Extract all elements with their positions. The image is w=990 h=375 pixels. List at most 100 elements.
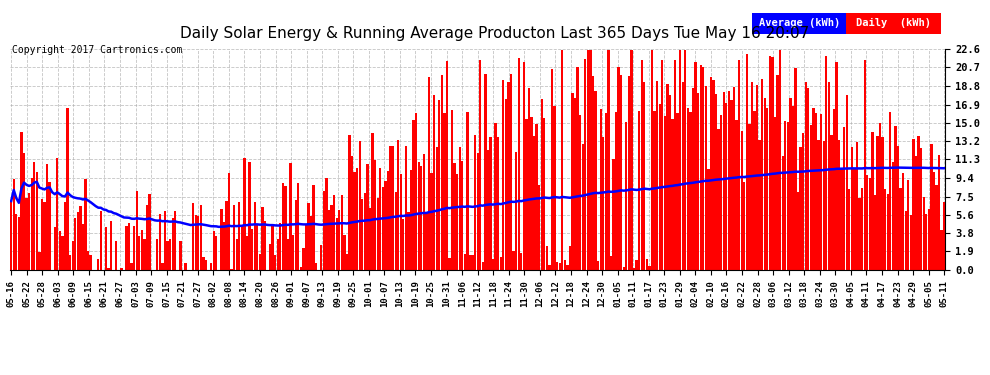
Bar: [336, 218, 338, 270]
Bar: [441, 75, 443, 270]
Bar: [446, 62, 448, 270]
Bar: [369, 208, 371, 270]
Bar: [261, 207, 263, 270]
Bar: [894, 126, 897, 270]
Bar: [494, 123, 497, 270]
Bar: [653, 111, 655, 270]
Bar: [71, 241, 74, 270]
Bar: [902, 173, 904, 270]
Bar: [279, 223, 281, 270]
Bar: [487, 150, 489, 270]
Bar: [879, 123, 881, 270]
Bar: [89, 255, 92, 270]
Bar: [28, 193, 31, 270]
Bar: [610, 256, 612, 270]
Bar: [253, 202, 255, 270]
Bar: [723, 92, 725, 270]
Bar: [474, 135, 476, 270]
Bar: [694, 62, 697, 270]
Bar: [387, 171, 389, 270]
Bar: [239, 202, 241, 270]
Bar: [384, 181, 386, 270]
Bar: [356, 168, 358, 270]
Bar: [436, 147, 438, 270]
Bar: [931, 144, 933, 270]
Bar: [513, 251, 515, 270]
Bar: [295, 200, 297, 270]
Bar: [233, 206, 236, 270]
Bar: [407, 212, 410, 270]
Bar: [874, 195, 876, 270]
Bar: [713, 80, 715, 270]
Bar: [805, 82, 807, 270]
Bar: [366, 164, 368, 270]
Bar: [241, 226, 243, 270]
Bar: [940, 230, 942, 270]
Bar: [10, 201, 12, 270]
Bar: [476, 153, 479, 270]
Bar: [589, 50, 592, 270]
Bar: [579, 115, 581, 270]
Bar: [687, 108, 689, 270]
Bar: [231, 269, 233, 270]
Bar: [938, 155, 940, 270]
Bar: [707, 169, 710, 270]
Bar: [574, 99, 576, 270]
Bar: [536, 123, 538, 270]
Bar: [758, 140, 760, 270]
Bar: [389, 146, 392, 270]
Bar: [676, 113, 679, 270]
Bar: [195, 215, 197, 270]
Bar: [802, 134, 804, 270]
Bar: [226, 201, 228, 270]
Bar: [692, 88, 694, 270]
Bar: [671, 119, 673, 270]
Bar: [328, 210, 331, 270]
Bar: [376, 198, 379, 270]
Bar: [58, 231, 61, 270]
Bar: [812, 108, 815, 270]
Bar: [394, 192, 397, 270]
Bar: [256, 225, 258, 270]
Bar: [344, 236, 346, 270]
Bar: [623, 267, 625, 270]
Bar: [733, 87, 736, 270]
Bar: [620, 75, 623, 270]
Bar: [374, 160, 376, 270]
Bar: [779, 50, 781, 270]
Bar: [433, 95, 436, 270]
Bar: [861, 188, 863, 270]
Bar: [466, 112, 468, 270]
Bar: [853, 168, 855, 270]
Bar: [794, 68, 797, 270]
Bar: [415, 113, 418, 270]
Bar: [202, 256, 205, 270]
Bar: [169, 239, 171, 270]
Bar: [302, 248, 305, 270]
Bar: [250, 229, 253, 270]
Bar: [426, 212, 428, 270]
Bar: [887, 194, 889, 270]
Bar: [628, 76, 630, 270]
Bar: [348, 135, 350, 270]
Bar: [269, 244, 271, 270]
Bar: [928, 209, 930, 270]
Bar: [131, 262, 133, 270]
Bar: [431, 172, 433, 270]
Bar: [523, 62, 525, 270]
Bar: [76, 212, 79, 270]
Bar: [405, 146, 407, 270]
Bar: [300, 267, 302, 270]
Bar: [363, 193, 366, 270]
Bar: [200, 205, 202, 270]
Bar: [820, 114, 823, 270]
Bar: [644, 82, 645, 270]
Bar: [905, 211, 907, 270]
Bar: [850, 147, 853, 270]
Bar: [897, 146, 899, 270]
Bar: [320, 244, 323, 270]
Bar: [613, 159, 615, 270]
Bar: [912, 139, 915, 270]
Bar: [631, 50, 633, 270]
Bar: [841, 169, 842, 270]
